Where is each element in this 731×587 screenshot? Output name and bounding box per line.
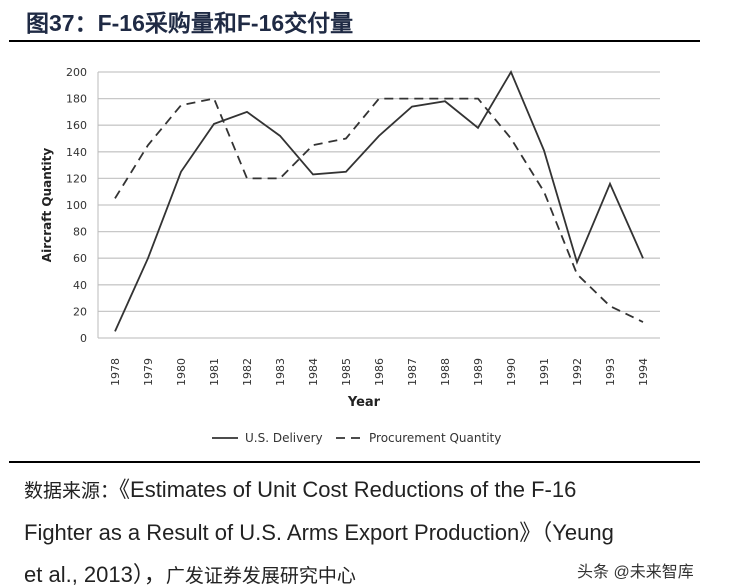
source-text-1: 《Estimates of Unit Cost Reductions of th… [119,477,577,502]
x-tick-label: 1990 [505,358,518,386]
title-divider [9,40,700,42]
x-tick-label: 1986 [373,358,386,386]
x-tick-label: 1978 [109,358,122,386]
x-tick-label: 1992 [571,358,584,386]
x-tick-label: 1993 [604,358,617,386]
x-tick-label: 1987 [406,358,419,386]
y-tick-label: 60 [73,252,87,265]
x-tick-label: 1994 [637,358,650,386]
y-tick-label: 200 [66,66,87,79]
source-divider [9,461,700,463]
y-tick-label: 180 [66,93,87,106]
x-tick-label: 1982 [241,358,254,386]
watermark: 头条 @未来智库 [577,564,694,581]
source-line-2: Fighter as a Result of U.S. Arms Export … [24,520,614,545]
source-line-1: 数据来源：《Estimates of Unit Cost Reductions … [24,472,576,504]
y-tick-label: 20 [73,305,87,318]
x-tick-label: 1983 [274,358,287,386]
x-tick-label: 1985 [340,358,353,386]
x-tick-label: 1984 [307,358,320,386]
y-axis-title: Aircraft Quantity [40,148,54,263]
figure-title: 图37：F-16采购量和F-16交付量 [26,10,354,36]
x-tick-label: 1991 [538,358,551,386]
legend-label: U.S. Delivery [245,431,323,445]
source-text-3: et al., 2013）， [24,562,166,587]
source-line-3: et al., 2013），广发证券发展研究中心 [24,557,356,587]
x-tick-label: 1988 [439,358,452,386]
legend-label: Procurement Quantity [369,431,501,445]
y-tick-label: 160 [66,119,87,132]
series-line-procurement-quantity [114,97,644,323]
y-tick-label: 80 [73,226,87,239]
series-line-u-s-delivery [114,70,644,332]
line-chart: 0 20 40 60 80 100 120 140 160 180 200 1978 1979 1980 1… [40,66,660,445]
y-tick-label: 120 [66,172,87,185]
x-tick-label: 1989 [472,358,485,386]
source-prefix: 数据来源： [24,480,120,502]
y-tick-label: 0 [80,332,87,345]
y-tick-label: 40 [73,279,87,292]
source-suffix: 广发证券发展研究中心 [165,565,356,587]
x-axis-title: Year [347,395,381,410]
x-tick-label: 1981 [208,358,221,386]
y-tick-label: 140 [66,146,87,159]
x-tick-label: 1979 [142,358,155,386]
x-tick-label: 1980 [175,358,188,386]
y-tick-label: 100 [66,199,87,212]
